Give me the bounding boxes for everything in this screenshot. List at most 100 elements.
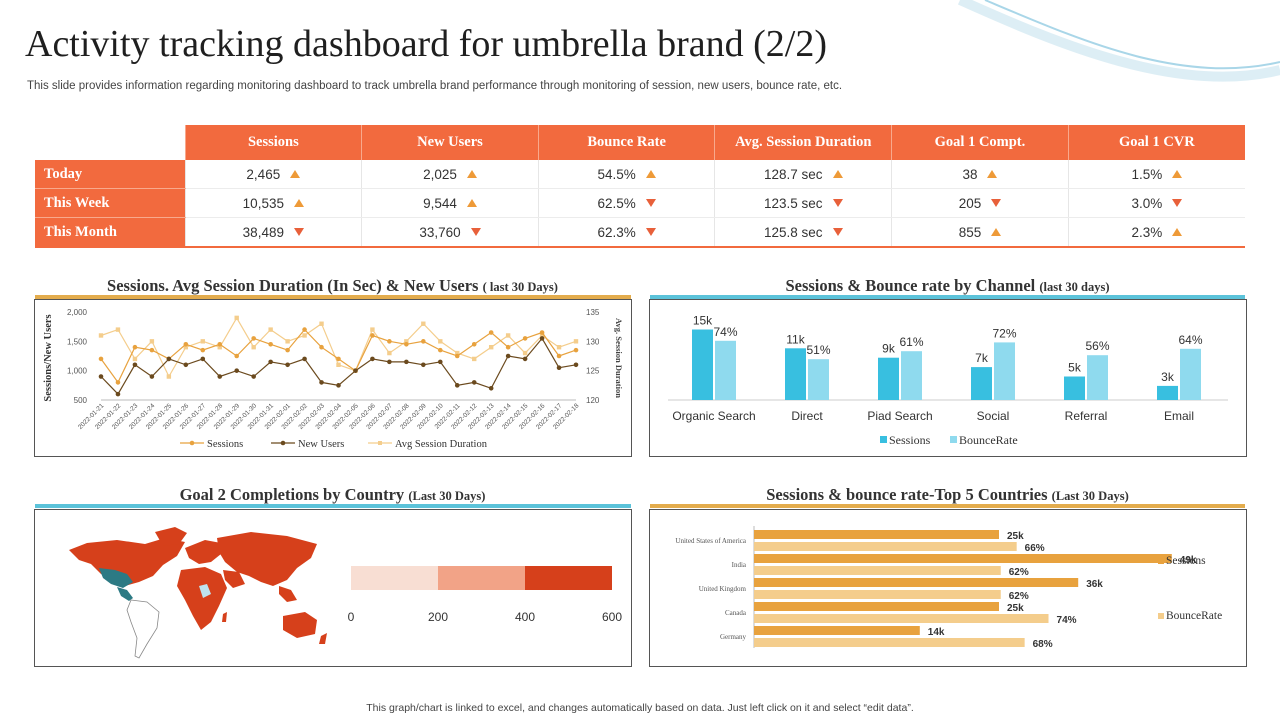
scale-band: [351, 566, 438, 590]
data-point: [387, 339, 392, 344]
panel-title-suffix: (Last 30 Days): [1051, 489, 1129, 503]
data-point: [319, 380, 324, 385]
page-title: Activity tracking dashboard for umbrella…: [25, 23, 827, 65]
kpi-value: 128.7 sec: [764, 166, 823, 182]
map-middle-east: [223, 570, 245, 588]
data-point: [149, 347, 155, 353]
data-label: 3k: [1161, 370, 1175, 384]
category-label: Germany: [720, 633, 747, 641]
trend-up-icon: [987, 169, 998, 178]
scale-tick-label: 400: [515, 610, 535, 624]
map-central-america: [117, 587, 133, 601]
kpi-cell: 205: [891, 188, 1069, 218]
y2-tick-label: 135: [586, 308, 600, 317]
legend-swatch: [880, 436, 887, 443]
data-point: [132, 362, 138, 368]
trend-up-icon: [466, 169, 477, 178]
y-tick-label: 1,500: [67, 337, 88, 346]
data-point: [251, 336, 256, 341]
legend-swatch: [1158, 613, 1164, 619]
y2-tick-label: 125: [586, 367, 600, 376]
bar-sessions: [754, 626, 920, 635]
data-point: [268, 341, 273, 347]
bar-sessions: [878, 357, 899, 400]
data-label: 49k: [1180, 555, 1197, 566]
kpi-value: 38: [962, 166, 978, 182]
map-europe: [185, 540, 221, 564]
map-usa: [99, 568, 133, 588]
data-label: 9k: [882, 342, 896, 356]
data-point: [421, 339, 426, 344]
data-point: [149, 374, 155, 379]
kpi-row-label: This Week: [35, 188, 185, 218]
bar-bouncerate: [754, 566, 1001, 575]
data-point: [166, 374, 172, 379]
legend-swatch: [950, 436, 957, 443]
data-point: [336, 356, 341, 362]
kpi-cell: 33,760: [361, 217, 539, 248]
legend-label: Sessions: [889, 433, 931, 447]
kpi-column-header: Sessions: [184, 125, 362, 160]
kpi-value: 10,535: [242, 195, 284, 211]
bar-bouncerate: [901, 351, 922, 400]
map-madagascar: [222, 612, 227, 622]
trend-up-icon: [1172, 227, 1183, 236]
kpi-cell: 125.8 sec: [714, 217, 892, 248]
bar-sessions: [785, 348, 806, 400]
map-australia: [283, 612, 317, 638]
scale-band: [525, 566, 612, 590]
category-label: Organic Search: [672, 409, 755, 423]
kpi-row-label: This Month: [35, 217, 185, 248]
data-point: [556, 353, 562, 359]
category-label: Direct: [791, 409, 823, 423]
kpi-value: 62.5%: [597, 195, 636, 211]
footnote: This graph/chart is linked to excel, and…: [366, 702, 914, 714]
series-line-avg-session-duration: [100, 316, 577, 378]
bar-sessions: [754, 602, 999, 611]
decorative-swoosh: [957, 0, 1280, 82]
data-label: 7k: [975, 351, 989, 365]
data-point: [98, 356, 104, 362]
bar-sessions: [1064, 376, 1085, 400]
channel-bars-panel: 15k 74% Organic Search 11k 51% Direct 9k 61% Pia…: [649, 299, 1247, 457]
data-point: [522, 336, 528, 341]
trend-up-icon: [645, 169, 656, 178]
data-point: [522, 356, 528, 362]
kpi-cell: 38: [891, 160, 1069, 189]
bar-sessions: [692, 329, 713, 400]
kpi-row: This Month 38,489 33,760 62.3% 125.8 sec 855 2…: [35, 217, 1245, 248]
data-label: 25k: [1007, 603, 1024, 614]
map-lakes: [199, 584, 211, 598]
y2-tick-label: 130: [586, 337, 600, 346]
legend-label: Avg Session Duration: [395, 439, 488, 450]
kpi-cell: 2,025: [361, 160, 539, 189]
panel-title-goal2-map: Goal 2 Completions by Country (Last 30 D…: [35, 485, 630, 505]
data-point: [437, 347, 443, 353]
data-label: 72%: [992, 326, 1016, 340]
legend-label: Sessions: [1166, 555, 1206, 567]
kpi-header-row: Sessions New Users Bounce Rate Avg. Session…: [35, 125, 1245, 160]
legend-swatch: [1158, 558, 1164, 564]
panel-accent-bar: [650, 504, 1245, 508]
data-point: [505, 353, 511, 359]
kpi-row: This Week 10,535 9,544 62.5% 123.5 sec 205 3.0…: [35, 188, 1245, 218]
panel-accent-bar: [35, 504, 631, 508]
kpi-value: 2,025: [423, 166, 457, 182]
data-point: [421, 362, 426, 368]
data-label: 66%: [1025, 543, 1045, 554]
kpi-cell: 3.0%: [1067, 188, 1245, 218]
data-point: [437, 359, 443, 365]
kpi-cell: 38,489: [184, 217, 362, 248]
kpi-column-header: Goal 1 CVR: [1067, 125, 1245, 160]
data-point: [387, 350, 392, 356]
panel-title-text: Sessions & bounce rate-Top 5 Countries: [766, 485, 1048, 504]
trend-up-icon: [991, 227, 1002, 236]
kpi-cell: 10,535: [184, 188, 362, 218]
kpi-value: 125.8 sec: [764, 224, 823, 240]
data-point: [251, 345, 256, 350]
data-point: [234, 315, 239, 321]
kpi-value: 2.3%: [1131, 224, 1163, 240]
bar-bouncerate: [994, 342, 1015, 400]
data-point: [132, 356, 138, 362]
